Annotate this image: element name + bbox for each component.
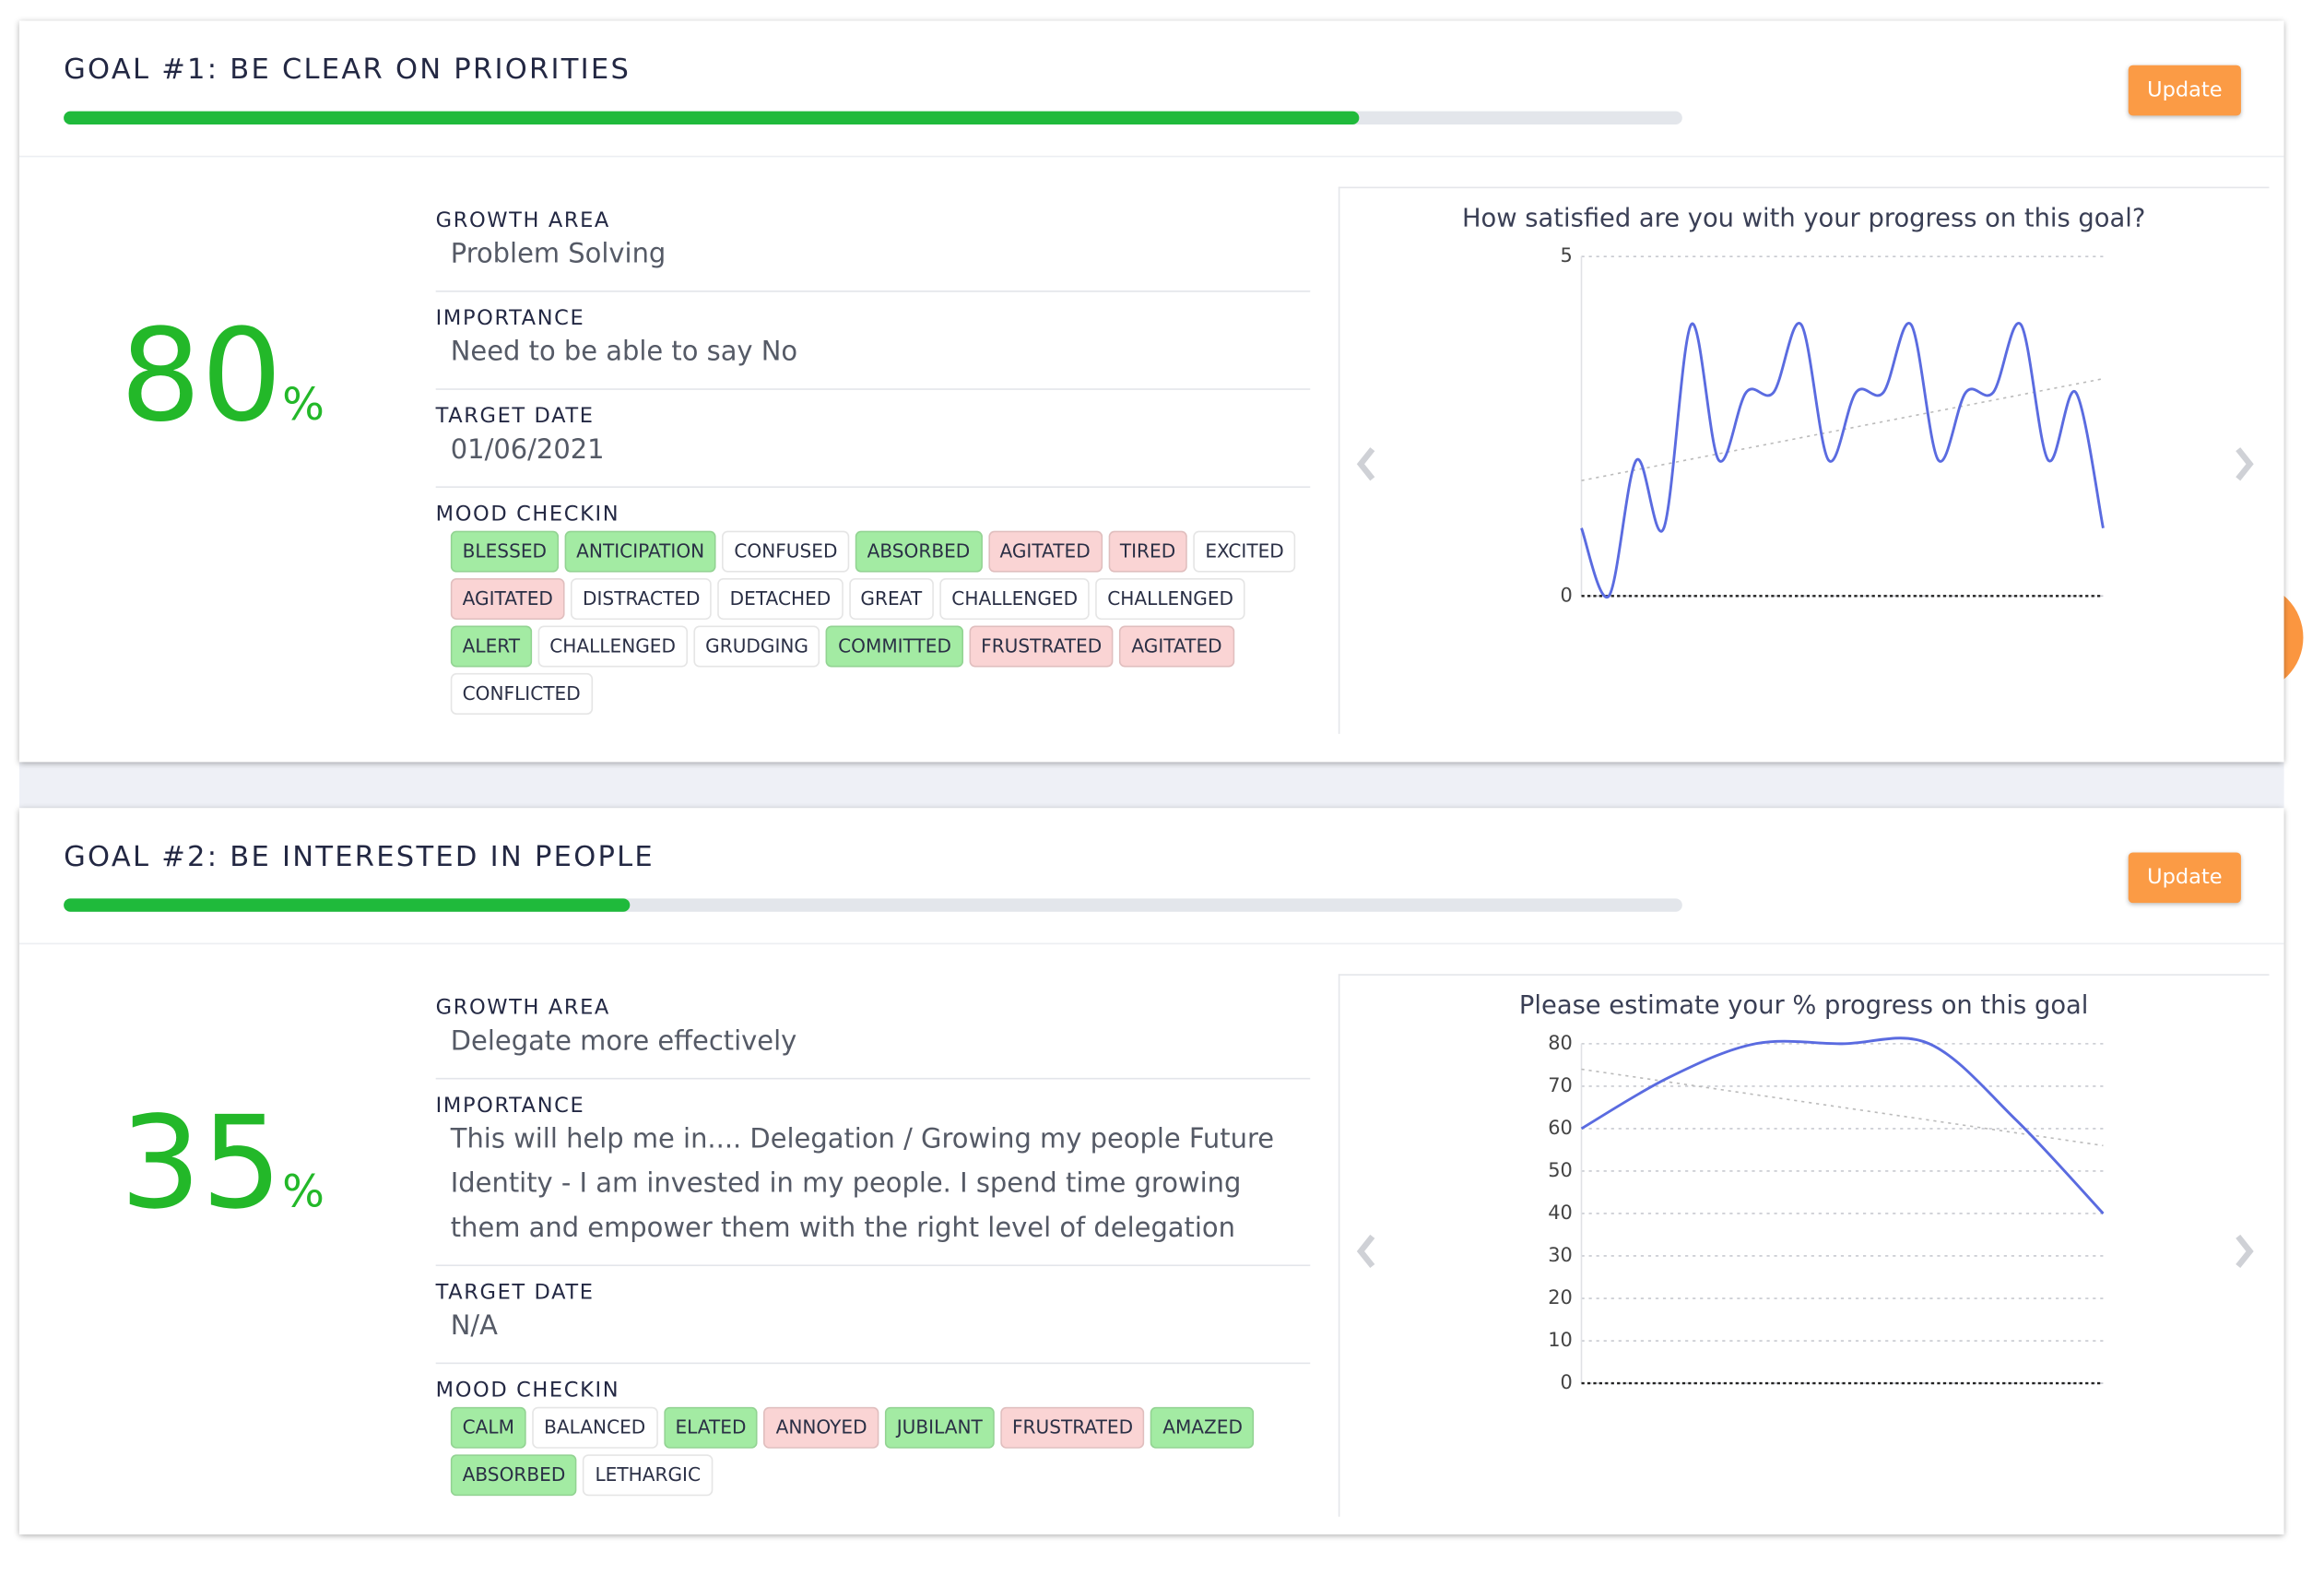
mood-tag: BLESSED [450,530,559,573]
chart-panel: How satisfied are you with your progress… [1338,186,2270,734]
chart-title: How satisfied are you with your progress… [1462,204,2145,232]
mood-tag: CHALLENGED [939,578,1090,621]
field-row: IMPORTANCE Need to be able to say No [435,292,1311,390]
chart: Please estimate your % progress on this … [1356,991,2254,1393]
progress-number: 35 [120,1089,283,1238]
field-label: MOOD CHECKIN [435,1379,620,1403]
mood-tag: ANNOYED [763,1406,879,1449]
y-tick-label: 40 [1548,1202,1573,1224]
field-row: GROWTH AREA Problem Solving [435,195,1311,292]
progress-track [64,111,1682,125]
field-value: Need to be able to say No [450,336,798,368]
mood-tag: LETHARGIC [583,1454,713,1497]
data-line [1580,1036,2105,1214]
mood-section: MOOD CHECKIN CALM BALANCED ELATED ANNOYED JUB… [435,1364,1311,1497]
field-value: 01/06/2021 [450,434,605,466]
goal-header: GOAL #2: BE INTERESTED IN PEOPLE Update [18,808,2284,945]
mood-tag: TIRED [1107,530,1188,573]
mood-tag: CONFLICTED [450,672,593,715]
mood-tag: AGITATED [450,578,565,621]
field-label: IMPORTANCE [435,306,585,331]
mood-tag: ABSORBED [450,1454,578,1497]
field-label: GROWTH AREA [435,996,610,1021]
field-value: Delegate more effectively [450,1025,797,1058]
mood-tag: AGITATED [1119,625,1234,668]
chart: How satisfied are you with your progress… [1356,204,2254,606]
y-tick-label: 30 [1548,1244,1573,1266]
mood-tags: CALM BALANCED ELATED ANNOYED JUBILANT FRUSTRA… [436,1403,1311,1497]
mood-section: MOOD CHECKIN BLESSED ANTICIPATION CONFUSED A… [436,488,1311,715]
progress-fill [64,111,1359,125]
goal-title: GOAL #1: BE CLEAR ON PRIORITIES [64,53,631,87]
mood-tag: ELATED [663,1406,759,1449]
update-button[interactable]: Update [2128,65,2241,116]
mood-tag: CONFUSED [722,530,850,573]
mood-tag: JUBILANT [884,1406,995,1449]
chevron-right [2236,1234,2254,1269]
progress-unit: % [282,1166,325,1219]
y-tick-label: 5 [1561,244,1573,266]
goal-title: GOAL #2: BE INTERESTED IN PEOPLE [64,840,655,873]
field-row: GROWTH AREA Delegate more effectively [435,981,1311,1080]
data-line [1580,322,2105,599]
mood-tag: DISTRACTED [571,578,713,621]
fields: GROWTH AREA Problem Solving IMPORTANCE Need… [435,195,1311,715]
chart-title: Please estimate your % progress on this … [1519,991,2088,1020]
field-value: Problem Solving [450,238,667,270]
chevron-left [1356,1234,1375,1269]
field-value: N/A [450,1310,498,1343]
field-label: MOOD CHECKIN [435,503,620,527]
mood-tag: FRUSTRATED [1000,1406,1145,1449]
progress-fill [64,898,631,912]
field-row: IMPORTANCE This will help me in.... Deleg… [435,1079,1311,1267]
mood-tag: ABSORBED [855,530,983,573]
y-tick-label: 0 [1561,1371,1573,1393]
y-tick-label: 70 [1548,1074,1573,1096]
progress-number: 80 [120,302,283,451]
mood-tags: BLESSED ANTICIPATION CONFUSED ABSORBED AGITA… [436,527,1311,715]
chevron-left [1356,447,1375,481]
field-label: TARGET DATE [435,404,595,429]
mood-tag: CALM [450,1406,526,1449]
goal-card: GOAL #1: BE CLEAR ON PRIORITIES Update 80%… [18,20,2284,763]
y-tick-label: 50 [1548,1159,1573,1181]
goal-header: GOAL #1: BE CLEAR ON PRIORITIES Update [18,21,2284,158]
y-tick-label: 10 [1548,1329,1573,1351]
fields: GROWTH AREA Delegate more effectively IMPO… [435,981,1311,1497]
mood-tag: COMMITTED [826,625,963,668]
y-tick-label: 0 [1561,584,1573,606]
chart-panel: Please estimate your % progress on this … [1338,974,2270,1517]
mood-tag: FRUSTRATED [969,625,1115,668]
trend-line [1581,1068,2104,1147]
update-button[interactable]: Update [2128,852,2241,904]
field-row: TARGET DATE N/A [435,1266,1311,1365]
mood-tag: DETACHED [717,578,843,621]
field-label: IMPORTANCE [435,1094,585,1119]
goal-card: GOAL #2: BE INTERESTED IN PEOPLE Update 35… [18,808,2284,1535]
progress-value: 80% [120,302,324,451]
mood-tag: GREAT [848,578,935,621]
field-row: TARGET DATE 01/06/2021 [435,390,1311,488]
progress-value: 35% [120,1090,324,1238]
field-value: This will help me in.... Delegation / Gr… [450,1123,1275,1244]
y-tick-label: 80 [1548,1032,1573,1054]
mood-tag: GRUDGING [693,625,820,668]
mood-tag: ALERT [450,625,532,668]
progress-unit: % [282,379,325,432]
mood-tag: AGITATED [987,530,1103,573]
mood-tag: CHALLENGED [1095,578,1245,621]
field-label: TARGET DATE [435,1281,595,1305]
mood-tag: EXCITED [1193,530,1296,573]
y-tick-label: 60 [1548,1117,1573,1139]
y-tick-label: 20 [1548,1286,1573,1309]
mood-tag: CHALLENGED [537,625,688,668]
mood-tag: AMAZED [1150,1406,1255,1449]
mood-tag: BALANCED [532,1406,658,1449]
chevron-right [2236,447,2254,481]
progress-track [64,898,1682,912]
field-label: GROWTH AREA [435,208,610,233]
mood-tag: ANTICIPATION [564,530,717,573]
separator [18,762,2284,809]
